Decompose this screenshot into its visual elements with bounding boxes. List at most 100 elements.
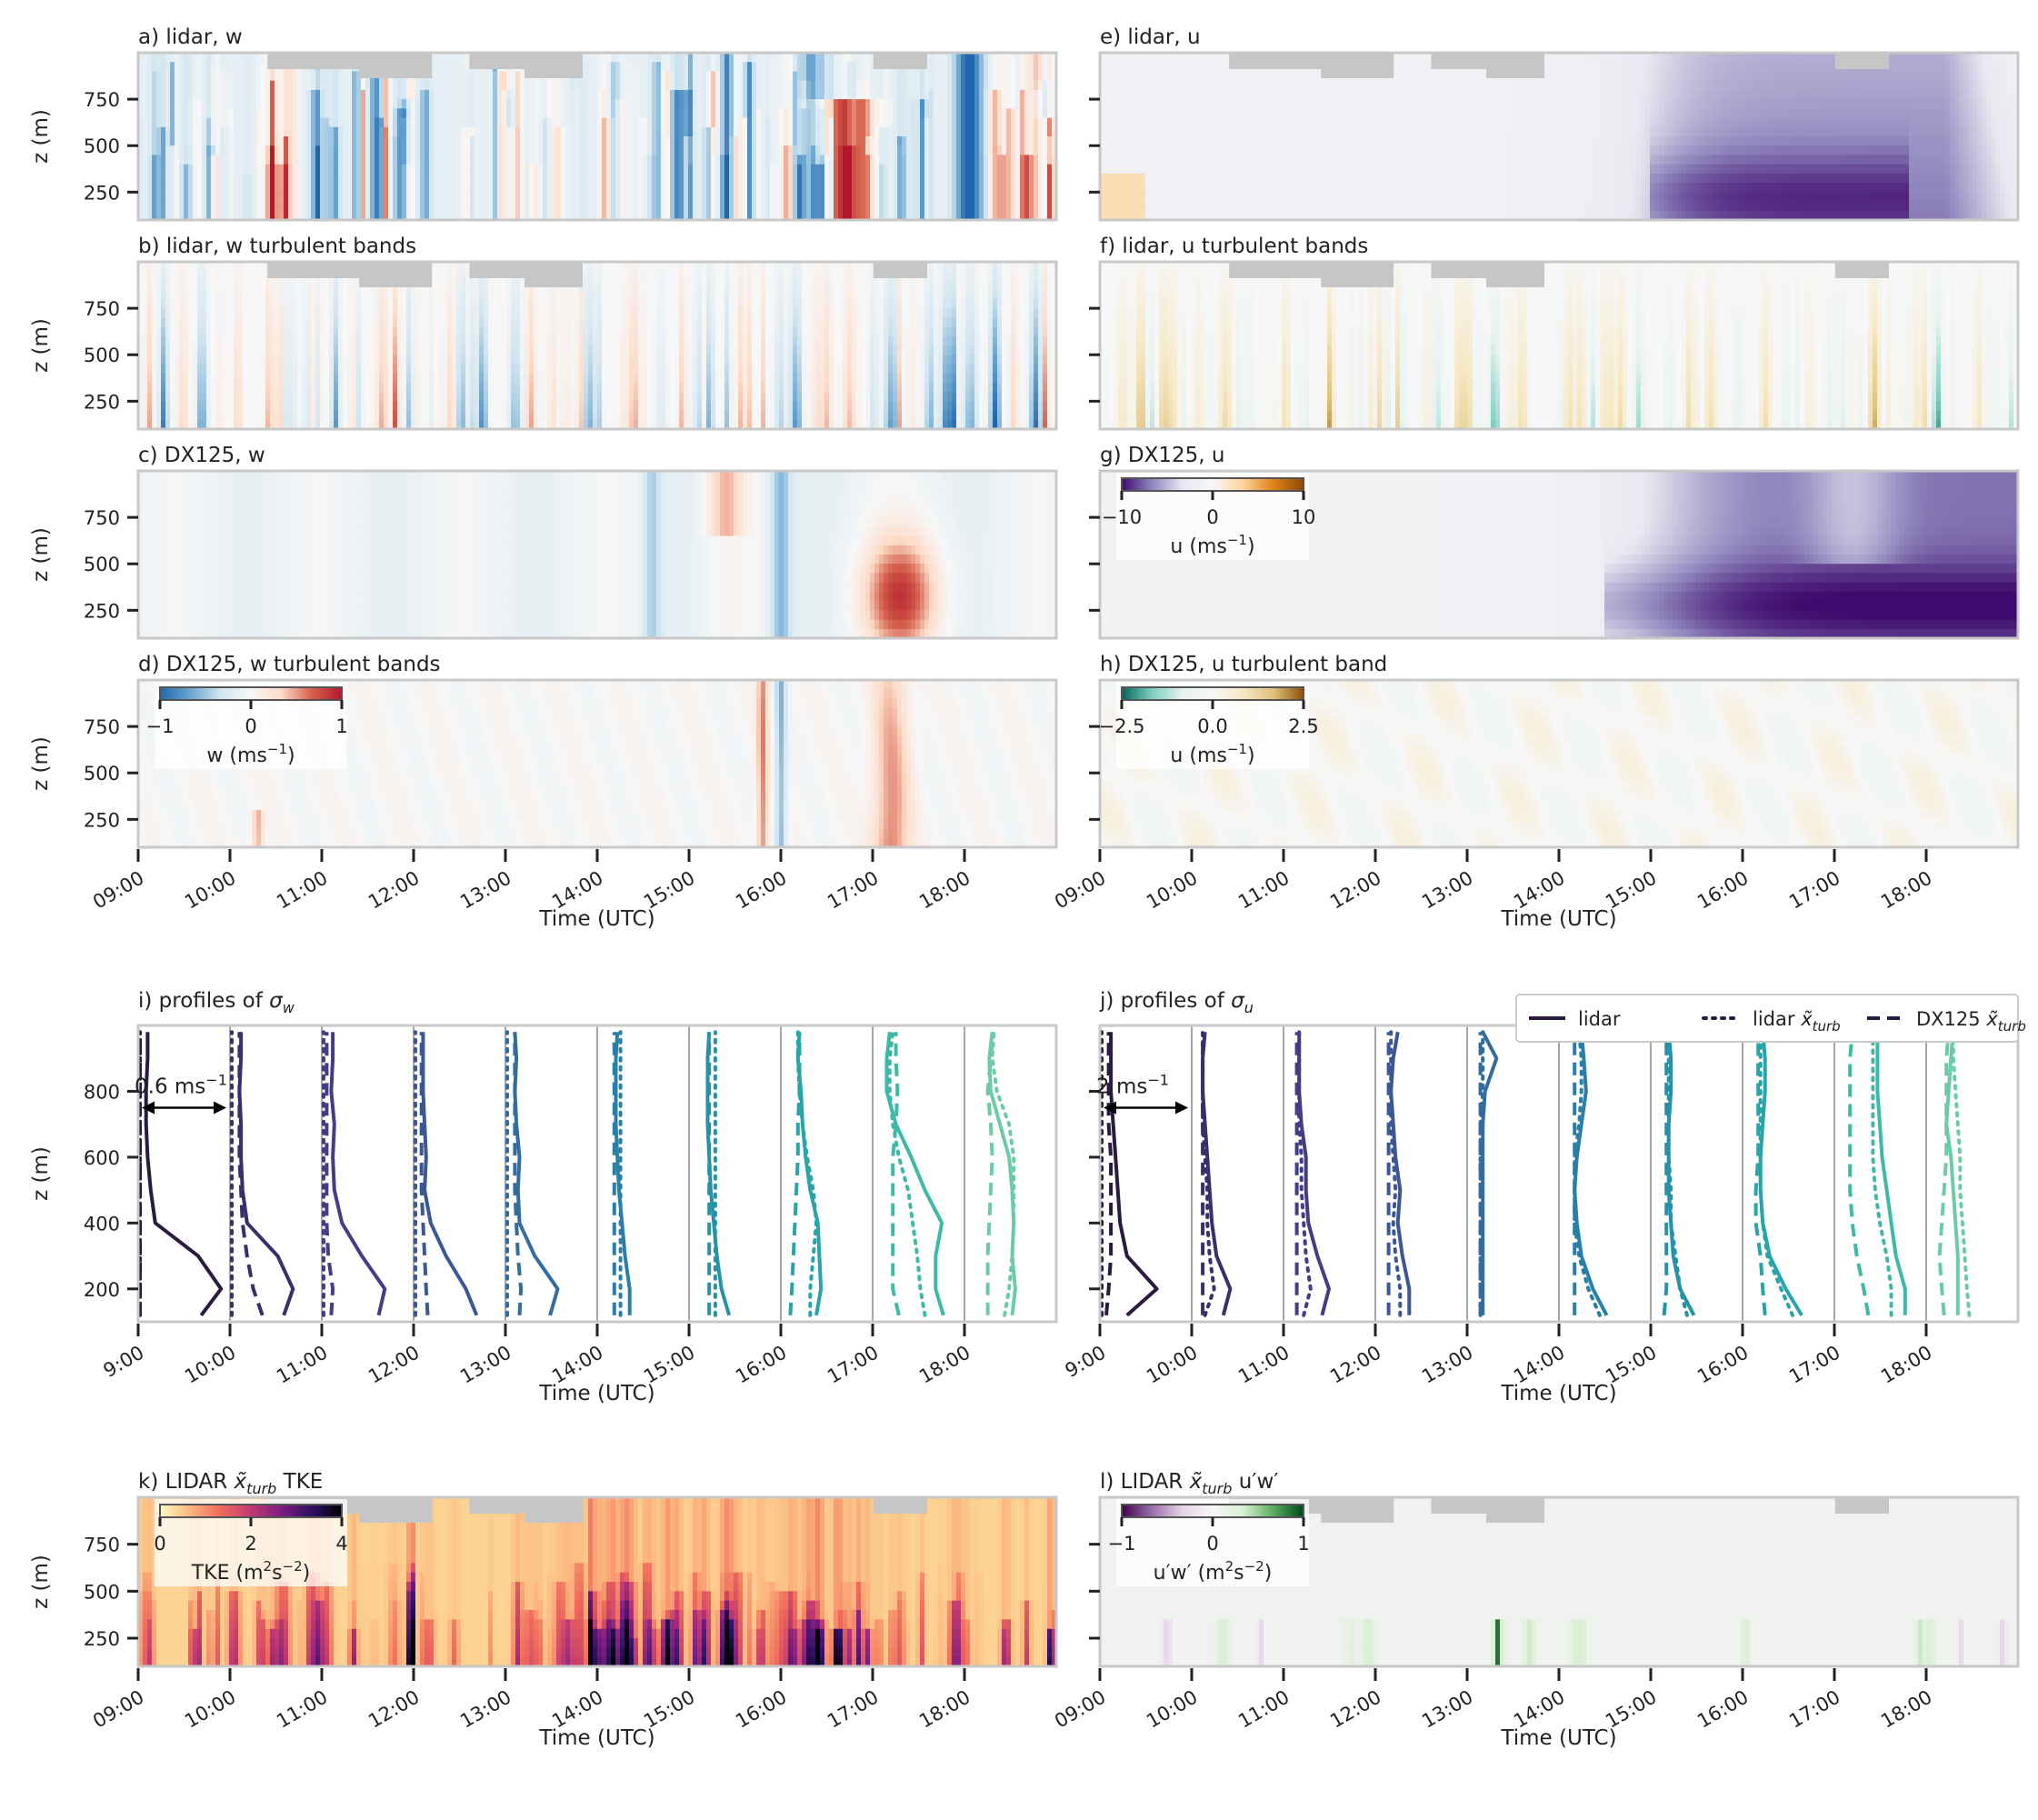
- cell-b: [215, 298, 221, 309]
- cell-a: [606, 108, 612, 119]
- cell-a: [524, 192, 530, 203]
- cell-b: [152, 419, 157, 429]
- cell-a: [629, 80, 634, 91]
- cell-a: [702, 201, 707, 212]
- cell-a: [1043, 126, 1048, 137]
- cell-a: [634, 164, 639, 175]
- cell-a: [765, 80, 771, 91]
- cell-a: [693, 192, 698, 203]
- cell-a: [924, 136, 930, 146]
- cell-a: [674, 164, 680, 175]
- cell-b: [325, 373, 330, 384]
- cell-b: [465, 382, 471, 393]
- cell-a: [538, 173, 544, 184]
- cell-a: [402, 117, 407, 128]
- cell-a: [297, 71, 303, 82]
- cell-a: [956, 164, 962, 175]
- cell-a: [674, 53, 680, 63]
- cell-b: [343, 308, 348, 318]
- cell-b: [379, 289, 385, 300]
- cell-a: [824, 89, 830, 100]
- cell-b: [265, 382, 271, 393]
- cell-a: [784, 136, 789, 146]
- cell-a: [170, 89, 175, 100]
- cell-a: [797, 183, 803, 193]
- cell-a: [884, 145, 889, 155]
- cell-a: [620, 155, 625, 165]
- cell-a: [629, 136, 634, 146]
- cell-a: [284, 126, 289, 137]
- cell-a: [788, 126, 794, 137]
- cell-a: [861, 136, 866, 146]
- cell-a: [738, 71, 744, 82]
- cell-a: [684, 136, 689, 146]
- cell-a: [897, 201, 903, 212]
- cell-a: [743, 155, 748, 165]
- cell-a: [306, 192, 312, 203]
- cell-a: [1052, 136, 1056, 146]
- cell-a: [752, 164, 757, 175]
- cell-a: [315, 155, 321, 165]
- cell-b: [375, 289, 380, 300]
- cell-a: [393, 210, 398, 220]
- cell-a: [261, 108, 266, 119]
- cell-b: [411, 289, 416, 300]
- cell-a: [438, 126, 444, 137]
- cell-a: [561, 183, 566, 193]
- cell-b: [211, 271, 216, 281]
- cell-a: [147, 117, 153, 128]
- cell-a: [947, 192, 953, 203]
- cell-a: [1043, 183, 1048, 193]
- cell-b: [365, 401, 371, 412]
- cell-a: [515, 136, 521, 146]
- cell-b: [297, 298, 303, 309]
- cell-a: [715, 99, 721, 109]
- cell-a: [202, 164, 207, 175]
- cell-a: [515, 89, 521, 100]
- cell-a: [638, 173, 644, 184]
- cell-b: [379, 392, 385, 402]
- cell-a: [634, 155, 639, 165]
- cell-a: [361, 155, 366, 165]
- cell-a: [865, 99, 871, 109]
- cell-a: [652, 164, 657, 175]
- cell-a: [924, 183, 930, 193]
- cell-a: [406, 136, 412, 146]
- cell-b: [238, 355, 244, 365]
- cell-a: [724, 136, 730, 146]
- cell-a: [247, 192, 253, 203]
- cell-b: [270, 382, 275, 393]
- cell-a: [447, 192, 453, 203]
- cell-b: [452, 271, 457, 281]
- cell-a: [375, 210, 380, 220]
- cell-a: [215, 126, 221, 137]
- cell-a: [665, 62, 671, 72]
- cell-a: [270, 155, 275, 165]
- cell-a: [934, 173, 939, 184]
- cell-a: [656, 201, 662, 212]
- cell-a: [225, 155, 230, 165]
- cell-a: [484, 99, 489, 109]
- cell-a: [970, 80, 975, 91]
- cell-b: [447, 373, 453, 384]
- cell-a: [352, 145, 357, 155]
- cell-a: [938, 145, 944, 155]
- cell-a: [661, 183, 666, 193]
- cell-a: [320, 183, 325, 193]
- cell-b: [175, 335, 180, 346]
- cell-b: [329, 373, 335, 384]
- cell-a: [143, 108, 148, 119]
- cell-a: [943, 164, 948, 175]
- cell-a: [138, 145, 144, 155]
- cell-a: [1047, 71, 1053, 82]
- cell-a: [643, 210, 648, 220]
- cell-b: [443, 401, 448, 412]
- cell-a: [988, 155, 994, 165]
- cell-a: [843, 80, 848, 91]
- cell-a: [856, 155, 862, 165]
- cell-a: [615, 145, 621, 155]
- cell-a: [584, 164, 589, 175]
- cell-a: [256, 126, 262, 137]
- cell-b: [334, 382, 339, 393]
- cell-a: [1024, 201, 1030, 212]
